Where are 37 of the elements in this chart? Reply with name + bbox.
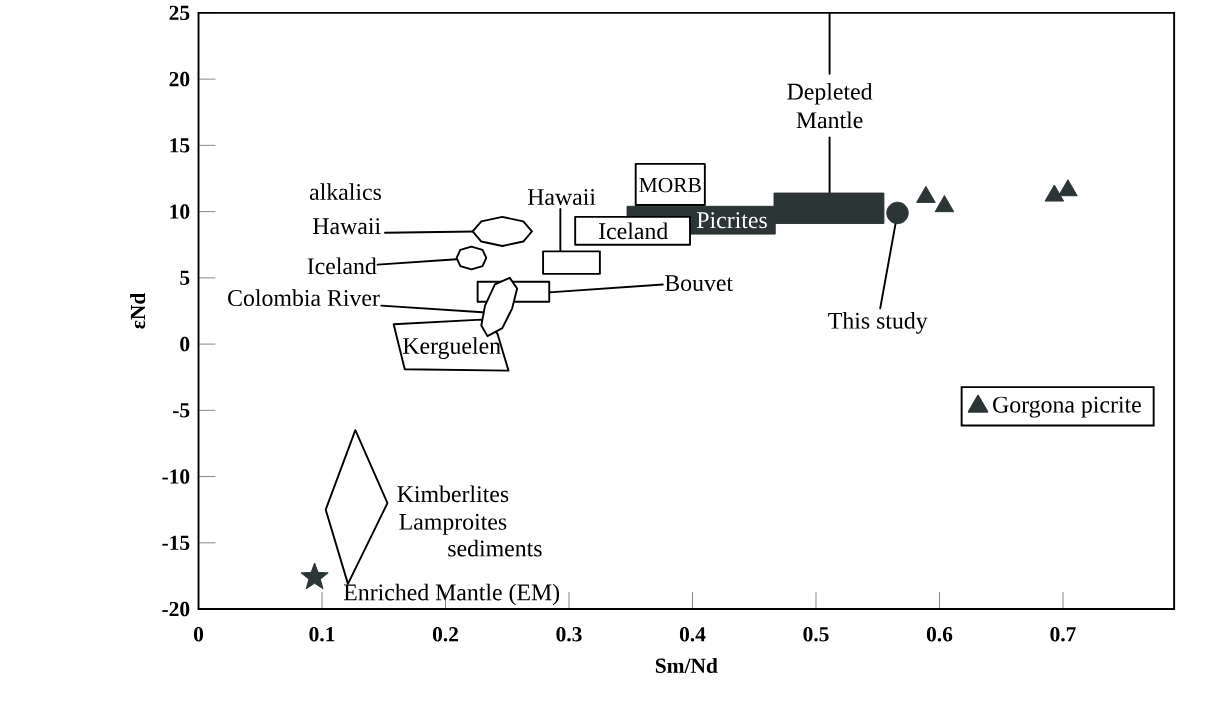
y-tick-label: -5	[173, 403, 190, 418]
y-tick-label: 20	[169, 72, 190, 87]
y-axis-title: εNd	[130, 293, 146, 329]
annotation: Lamproites	[399, 514, 507, 535]
annotation: Colombia River	[228, 289, 380, 307]
legend-label: Gorgona picrite	[993, 396, 1141, 418]
x-tick-label: 0.1	[309, 627, 335, 642]
annotation: Enriched Mantle (EM)	[343, 583, 560, 606]
y-tick-label: -15	[162, 535, 190, 551]
annotation: Kimberlites	[397, 485, 509, 503]
x-tick-label: 0.4	[679, 627, 706, 642]
annotation: Kerguelen	[402, 337, 501, 360]
annotation: Iceland	[599, 222, 668, 240]
x-tick-label: 0.6	[926, 627, 953, 642]
annotation: Hawaii	[527, 189, 596, 206]
annotation: Depleted Mantle	[787, 83, 873, 129]
annotation: alkalics	[309, 183, 381, 201]
y-tick-label: -10	[162, 469, 190, 484]
y-tick-label: 25	[169, 5, 190, 21]
y-tick-label: 10	[170, 204, 190, 219]
x-tick-label: 0.3	[556, 627, 582, 642]
annotation: This study	[828, 312, 928, 334]
x-tick-label: 0.2	[432, 627, 458, 642]
annotation: Iceland	[307, 257, 377, 275]
y-tick-label: 15	[170, 138, 190, 153]
x-tick-label: 0.7	[1050, 627, 1076, 642]
y-tick-label: 0	[180, 337, 190, 352]
annotation: Picrites	[696, 212, 767, 229]
x-axis-title: Sm/Nd	[655, 658, 718, 674]
x-tick-label: 0	[193, 627, 204, 642]
annotation: MORB	[639, 178, 701, 193]
annotation: Hawaii	[313, 218, 381, 235]
x-tick-label: 0.5	[803, 627, 829, 642]
y-tick-label: -20	[162, 601, 190, 617]
annotation: sediments	[448, 539, 542, 557]
y-tick-label: 5	[180, 270, 190, 286]
annotation: Bouvet	[664, 275, 733, 292]
